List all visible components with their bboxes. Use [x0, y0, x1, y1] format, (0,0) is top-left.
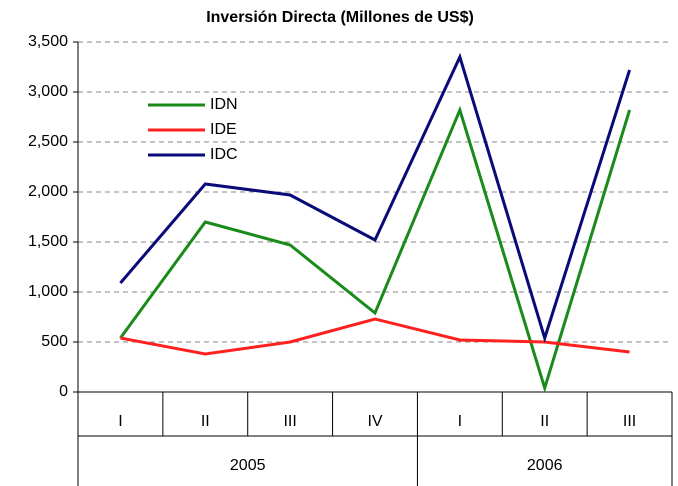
x-tick-label: IV — [367, 413, 382, 430]
y-tick-label: 2,500 — [28, 133, 68, 150]
y-tick-label: 3,500 — [28, 33, 68, 50]
legend-label: IDC — [210, 146, 238, 163]
chart-title: Inversión Directa (Millones de US$) — [206, 9, 474, 26]
x-tick-label: III — [623, 413, 636, 430]
x-tick-label: II — [540, 413, 549, 430]
series-line — [119, 105, 632, 394]
series-line — [120, 317, 630, 356]
x-tick-label: III — [283, 413, 296, 430]
y-tick-label: 1,500 — [28, 233, 68, 250]
group-label: 2006 — [527, 457, 563, 474]
group-label: 2005 — [230, 457, 266, 474]
y-tick-label: 0 — [59, 383, 68, 400]
y-tick-label: 1,000 — [28, 283, 68, 300]
series-line — [119, 52, 632, 344]
x-tick-label: I — [118, 413, 122, 430]
x-tick-label: I — [458, 413, 462, 430]
y-tick-label: 500 — [41, 333, 68, 350]
x-tick-label: II — [201, 413, 210, 430]
y-tick-label: 2,000 — [28, 183, 68, 200]
y-tick-label: 3,000 — [28, 83, 68, 100]
legend-label: IDE — [210, 121, 237, 138]
legend-label: IDN — [210, 96, 238, 113]
